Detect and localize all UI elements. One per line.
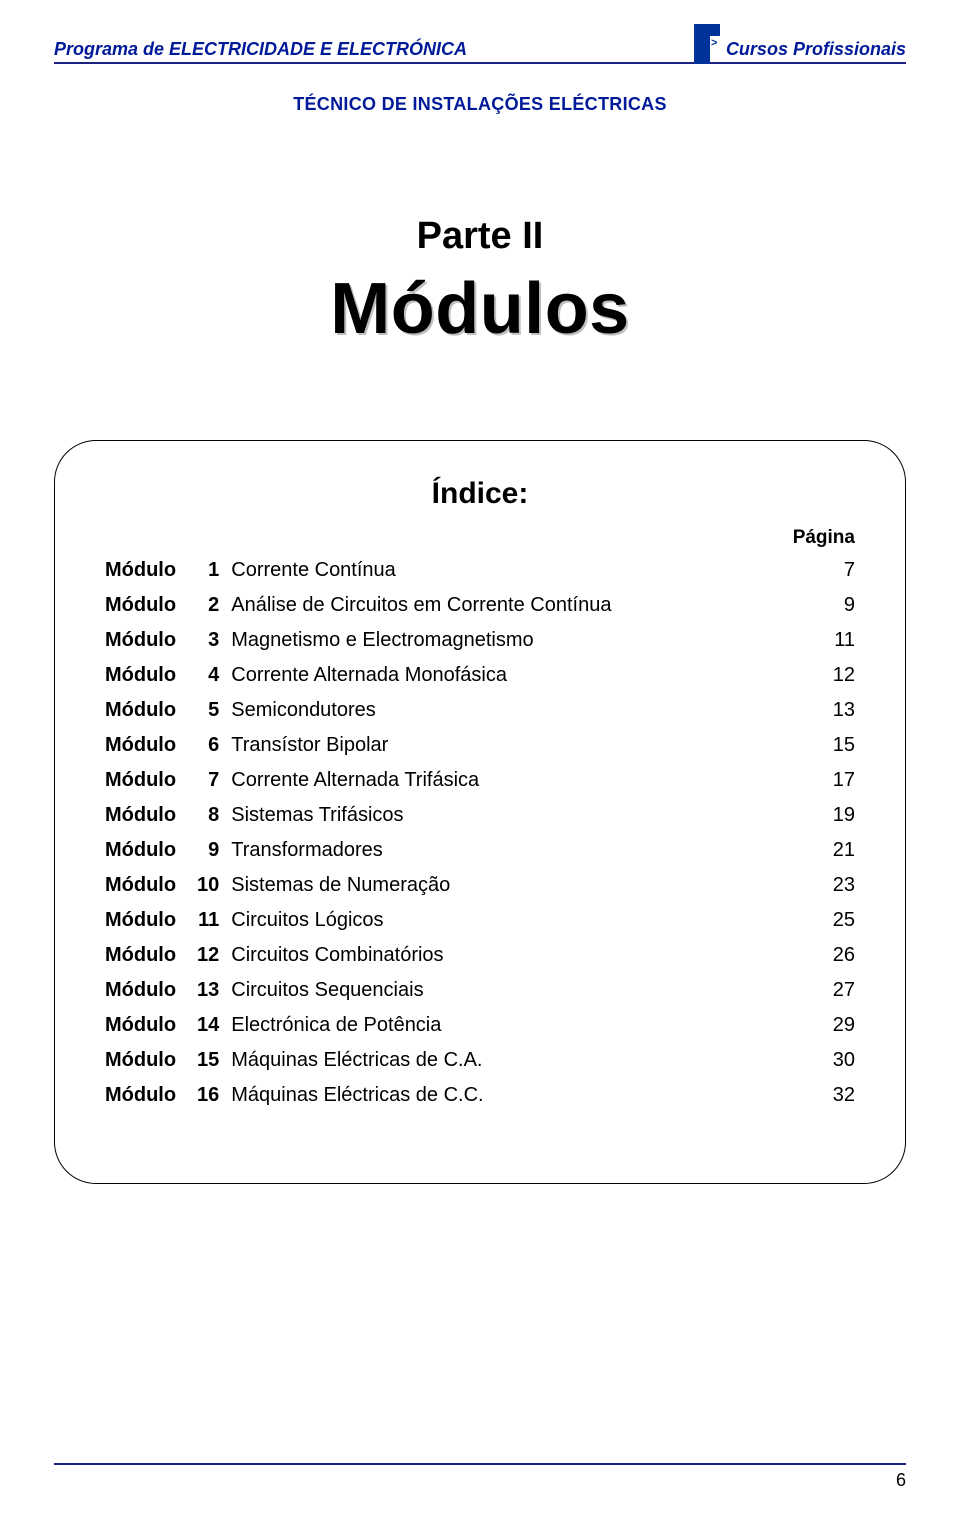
index-row: Módulo15Máquinas Eléctricas de C.A.30: [105, 1043, 855, 1078]
module-title: Circuitos Sequenciais: [229, 973, 785, 1008]
module-number: 9: [197, 833, 229, 868]
module-number: 11: [197, 903, 229, 938]
module-title: Sistemas de Numeração: [229, 868, 785, 903]
index-row: Módulo4Corrente Alternada Monofásica12: [105, 658, 855, 693]
module-word: Módulo: [105, 973, 197, 1008]
module-number: 14: [197, 1008, 229, 1043]
subtitle: TÉCNICO DE INSTALAÇÕES ELÉCTRICAS: [54, 94, 906, 115]
module-page: 9: [785, 588, 855, 623]
module-title: Sistemas Trifásicos: [229, 798, 785, 833]
index-row: Módulo9Transformadores21: [105, 833, 855, 868]
program-label: Programa de ELECTRICIDADE E ELECTRÓNICA: [54, 39, 467, 60]
module-word: Módulo: [105, 1043, 197, 1078]
page-number: 6: [896, 1470, 906, 1491]
module-number: 15: [197, 1043, 229, 1078]
index-row: Módulo2Análise de Circuitos em Corrente …: [105, 588, 855, 623]
index-row: Módulo1Corrente Contínua7: [105, 553, 855, 588]
module-page: 21: [785, 833, 855, 868]
module-number: 3: [197, 623, 229, 658]
module-number: 2: [197, 588, 229, 623]
module-title: Circuitos Lógicos: [229, 903, 785, 938]
module-number: 12: [197, 938, 229, 973]
module-number: 4: [197, 658, 229, 693]
index-header-row: Página: [105, 521, 855, 553]
module-number: 10: [197, 868, 229, 903]
module-word: Módulo: [105, 658, 197, 693]
module-title: Análise de Circuitos em Corrente Contínu…: [229, 588, 785, 623]
index-heading: Índice:: [105, 477, 855, 511]
index-row: Módulo11Circuitos Lógicos25: [105, 903, 855, 938]
index-table: PáginaMódulo1Corrente Contínua7Módulo2An…: [105, 521, 855, 1113]
module-number: 8: [197, 798, 229, 833]
module-page: 17: [785, 763, 855, 798]
module-title: Transformadores: [229, 833, 785, 868]
module-number: 16: [197, 1078, 229, 1113]
module-title: Corrente Contínua: [229, 553, 785, 588]
module-title: Semicondutores: [229, 693, 785, 728]
index-row: Módulo3Magnetismo e Electromagnetismo11: [105, 623, 855, 658]
module-page: 19: [785, 798, 855, 833]
module-word: Módulo: [105, 903, 197, 938]
document-page: Programa de ELECTRICIDADE E ELECTRÓNICA …: [0, 0, 960, 1521]
module-page: 30: [785, 1043, 855, 1078]
module-page: 29: [785, 1008, 855, 1043]
module-number: 7: [197, 763, 229, 798]
module-page: 11: [785, 623, 855, 658]
module-word: Módulo: [105, 798, 197, 833]
index-row: Módulo10Sistemas de Numeração23: [105, 868, 855, 903]
module-page: 15: [785, 728, 855, 763]
module-title: Circuitos Combinatórios: [229, 938, 785, 973]
index-row: Módulo6Transístor Bipolar15: [105, 728, 855, 763]
module-number: 13: [197, 973, 229, 1008]
index-row: Módulo16Máquinas Eléctricas de C.C.32: [105, 1078, 855, 1113]
page-header: Programa de ELECTRICIDADE E ELECTRÓNICA …: [54, 24, 906, 64]
footer-divider: [54, 1463, 906, 1465]
index-row: Módulo5Semicondutores13: [105, 693, 855, 728]
module-page: 27: [785, 973, 855, 1008]
module-word: Módulo: [105, 693, 197, 728]
module-word: Módulo: [105, 1078, 197, 1113]
part-title: Parte II: [54, 215, 906, 258]
module-word: Módulo: [105, 763, 197, 798]
module-word: Módulo: [105, 553, 197, 588]
module-word: Módulo: [105, 588, 197, 623]
module-title: Máquinas Eléctricas de C.A.: [229, 1043, 785, 1078]
module-word: Módulo: [105, 868, 197, 903]
index-row: Módulo13Circuitos Sequenciais27: [105, 973, 855, 1008]
main-title: Módulos: [54, 268, 906, 350]
header-right-group: > Cursos Profissionais: [694, 24, 906, 60]
module-page: 12: [785, 658, 855, 693]
index-row: Módulo12Circuitos Combinatórios26: [105, 938, 855, 973]
module-title: Magnetismo e Electromagnetismo: [229, 623, 785, 658]
module-number: 6: [197, 728, 229, 763]
module-title: Corrente Alternada Trifásica: [229, 763, 785, 798]
module-page: 32: [785, 1078, 855, 1113]
module-title: Máquinas Eléctricas de C.C.: [229, 1078, 785, 1113]
index-row: Módulo8Sistemas Trifásicos19: [105, 798, 855, 833]
module-title: Electrónica de Potência: [229, 1008, 785, 1043]
module-title: Corrente Alternada Monofásica: [229, 658, 785, 693]
module-title: Transístor Bipolar: [229, 728, 785, 763]
module-word: Módulo: [105, 728, 197, 763]
module-word: Módulo: [105, 833, 197, 868]
module-word: Módulo: [105, 623, 197, 658]
index-box: Índice: PáginaMódulo1Corrente Contínua7M…: [54, 440, 906, 1184]
module-number: 1: [197, 553, 229, 588]
module-page: 26: [785, 938, 855, 973]
courses-label: Cursos Profissionais: [726, 39, 906, 60]
index-row: Módulo14Electrónica de Potência29: [105, 1008, 855, 1043]
module-page: 25: [785, 903, 855, 938]
index-row: Módulo7Corrente Alternada Trifásica17: [105, 763, 855, 798]
module-page: 7: [785, 553, 855, 588]
module-page: 23: [785, 868, 855, 903]
module-number: 5: [197, 693, 229, 728]
module-word: Módulo: [105, 1008, 197, 1043]
brand-logo-icon: >: [694, 24, 720, 64]
module-page: 13: [785, 693, 855, 728]
module-word: Módulo: [105, 938, 197, 973]
page-column-header: Página: [785, 521, 855, 553]
